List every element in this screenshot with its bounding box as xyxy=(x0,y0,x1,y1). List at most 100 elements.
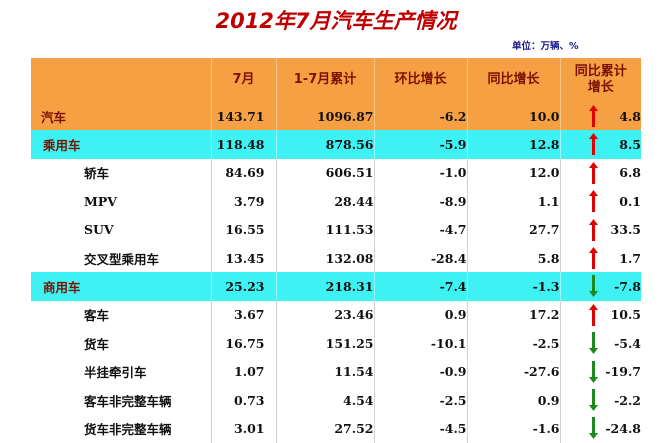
cum-yoy-value: -2.2 xyxy=(614,392,641,408)
cell-mom: -2.5 xyxy=(374,385,468,415)
row-label: 商用车 xyxy=(31,272,212,301)
cell-yoy: -1.3 xyxy=(467,272,561,301)
down-arrow-icon xyxy=(588,417,598,440)
cell-cum-yoy: 6.8 xyxy=(560,159,641,187)
table-row-passenger: 乘用车 118.48 878.56 -5.9 12.8 8.5 xyxy=(31,130,641,159)
row-label: 轿车 xyxy=(31,158,212,188)
table-row-commercial: 商用车 25.23 218.31 -7.4 -1.3 -7.8 xyxy=(31,272,641,301)
up-arrow-icon xyxy=(588,303,598,326)
cum-yoy-value: 10.5 xyxy=(610,307,641,323)
cell-cumulative: 606.51 xyxy=(276,158,375,188)
cell-cumulative: 218.31 xyxy=(276,272,375,301)
cell-yoy: 12.8 xyxy=(467,130,561,159)
cum-yoy-value: 8.5 xyxy=(619,137,641,153)
down-arrow-icon xyxy=(588,360,598,383)
cell-yoy: 0.9 xyxy=(467,385,561,415)
cell-yoy: 10.0 xyxy=(467,102,561,131)
cell-cum-yoy: -2.2 xyxy=(560,386,641,414)
cell-mom: -0.9 xyxy=(374,357,468,386)
cell-month: 16.75 xyxy=(211,329,277,358)
row-label: 货车 xyxy=(31,329,212,358)
cell-cum-yoy: 4.8 xyxy=(560,102,641,131)
cell-month: 3.79 xyxy=(211,187,277,216)
cum-yoy-value: 1.7 xyxy=(619,250,641,266)
unit-label: 单位：万辆、% xyxy=(512,41,579,52)
header-blank xyxy=(31,58,212,102)
down-arrow-icon xyxy=(588,275,598,298)
table-row-crossover: 交叉型乘用车 13.45 132.08 -28.4 5.8 1.7 xyxy=(31,243,641,273)
cell-cumulative: 28.44 xyxy=(276,187,375,216)
cell-month: 13.45 xyxy=(211,243,277,273)
production-table: 7月 1-7月累计 环比增长 同比增长 同比累计 增长 汽车 143.71 1096.… xyxy=(31,58,641,443)
cell-cum-yoy: -19.7 xyxy=(560,358,641,386)
cell-cum-yoy: 0.1 xyxy=(560,187,641,215)
cell-month: 25.23 xyxy=(211,272,277,301)
cell-cumulative: 1096.87 xyxy=(276,102,375,131)
table-row-mpv: MPV 3.79 28.44 -8.9 1.1 0.1 xyxy=(31,187,641,216)
cell-mom: -28.4 xyxy=(374,243,468,273)
cell-yoy: 5.8 xyxy=(467,243,561,273)
down-arrow-icon xyxy=(588,332,598,355)
row-label: 客车非完整车辆 xyxy=(31,385,212,415)
cell-mom: -8.9 xyxy=(374,187,468,216)
cell-cumulative: 132.08 xyxy=(276,243,375,273)
cell-cum-yoy: 8.5 xyxy=(560,130,641,159)
table-body: 汽车 143.71 1096.87 -6.2 10.0 4.8 乘用车 118.48 878.5… xyxy=(31,102,641,443)
down-arrow-icon xyxy=(588,388,598,411)
table-row-bus: 客车 3.67 23.46 0.9 17.2 10.5 xyxy=(31,300,641,330)
cum-yoy-value: -19.7 xyxy=(605,364,641,380)
up-arrow-icon xyxy=(588,133,598,156)
cell-yoy: 27.7 xyxy=(467,215,561,244)
cum-yoy-value: 33.5 xyxy=(610,222,641,238)
cell-mom: 0.9 xyxy=(374,300,468,330)
header-mom: 环比增长 xyxy=(374,58,468,102)
cell-yoy: -27.6 xyxy=(467,357,561,386)
cell-cumulative: 23.46 xyxy=(276,300,375,330)
cell-month: 3.01 xyxy=(211,414,277,443)
header-yoy: 同比增长 xyxy=(467,58,561,102)
cum-yoy-value: 4.8 xyxy=(619,108,641,124)
cell-month: 0.73 xyxy=(211,385,277,415)
row-label: 半挂牵引车 xyxy=(31,357,212,386)
up-arrow-icon xyxy=(588,161,598,184)
cell-month: 143.71 xyxy=(211,102,277,131)
cell-cum-yoy: 1.7 xyxy=(560,244,641,272)
cell-mom: -7.4 xyxy=(374,272,468,301)
header-row: 7月 1-7月累计 环比增长 同比增长 同比累计 增长 xyxy=(31,58,641,102)
cell-cumulative: 151.25 xyxy=(276,329,375,358)
page-title: 2012年7月汽车生产情况 xyxy=(215,9,457,33)
cell-yoy: 1.1 xyxy=(467,187,561,216)
cell-cum-yoy: -5.4 xyxy=(560,329,641,357)
header-month: 7月 xyxy=(211,58,277,102)
cell-yoy: 17.2 xyxy=(467,300,561,330)
table-row-truck: 货车 16.75 151.25 -10.1 -2.5 -5.4 xyxy=(31,329,641,358)
cell-cumulative: 11.54 xyxy=(276,357,375,386)
cum-yoy-value: 0.1 xyxy=(619,193,641,209)
header-cum-yoy-line2: 增长 xyxy=(587,80,614,95)
up-arrow-icon xyxy=(588,218,598,241)
cell-month: 84.69 xyxy=(211,158,277,188)
header-cumulative: 1-7月累计 xyxy=(276,58,375,102)
cell-cum-yoy: 33.5 xyxy=(560,216,641,244)
cell-cumulative: 27.52 xyxy=(276,414,375,443)
cell-mom: -5.9 xyxy=(374,130,468,159)
cell-cumulative: 111.53 xyxy=(276,215,375,244)
cell-month: 1.07 xyxy=(211,357,277,386)
row-label: 货车非完整车辆 xyxy=(31,414,212,443)
table-row-bus-incomplete: 客车非完整车辆 0.73 4.54 -2.5 0.9 -2.2 xyxy=(31,385,641,415)
cell-yoy: -2.5 xyxy=(467,329,561,358)
cell-cumulative: 4.54 xyxy=(276,385,375,415)
table-row-suv: SUV 16.55 111.53 -4.7 27.7 33.5 xyxy=(31,215,641,244)
up-arrow-icon xyxy=(588,246,598,269)
cell-mom: -4.5 xyxy=(374,414,468,443)
header-cum-yoy: 同比累计 增长 xyxy=(560,58,641,102)
row-label: SUV xyxy=(31,215,212,244)
table-row-sedan: 轿车 84.69 606.51 -1.0 12.0 6.8 xyxy=(31,158,641,188)
header-cum-yoy-line1: 同比累计 xyxy=(574,64,627,79)
row-label: 客车 xyxy=(31,300,212,330)
row-label: MPV xyxy=(31,187,212,216)
table-row-truck-incomplete: 货车非完整车辆 3.01 27.52 -4.5 -1.6 -24.8 xyxy=(31,414,641,443)
cell-month: 3.67 xyxy=(211,300,277,330)
cell-cumulative: 878.56 xyxy=(276,130,375,159)
cum-yoy-value: -24.8 xyxy=(605,420,641,436)
